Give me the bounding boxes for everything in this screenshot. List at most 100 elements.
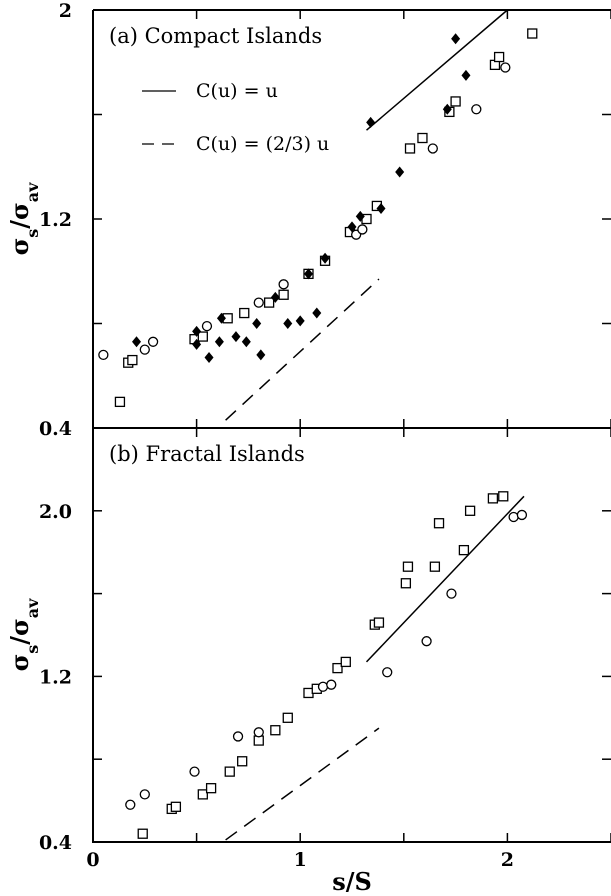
open-square-point: [137, 828, 148, 839]
filled-diamond-point: [214, 336, 224, 348]
open-square-point: [464, 505, 476, 516]
panel-title: (a) Compact Islands: [109, 24, 322, 48]
open-circle-point: [508, 511, 519, 523]
open-circle-point: [516, 509, 528, 521]
open-square-point: [114, 396, 126, 408]
open-circle-point: [421, 636, 432, 647]
open-square-point: [282, 712, 293, 723]
open-square-point: [224, 766, 235, 777]
open-square-point: [278, 289, 289, 300]
open-circle-point: [357, 224, 368, 235]
y-tick-label: 2.0: [39, 501, 72, 523]
open-circle-point: [446, 588, 457, 599]
open-square-point: [487, 493, 499, 504]
open-square-point: [205, 783, 217, 794]
y-axis-title-den: σ: [5, 618, 34, 636]
open-circle-point: [471, 104, 482, 115]
open-square-point: [404, 143, 416, 154]
filled-diamond-point: [451, 33, 461, 45]
marks-layer: [98, 9, 538, 841]
filled-diamond-point: [204, 351, 214, 363]
open-square-point: [373, 617, 385, 628]
legend-label: C(u) = u: [196, 80, 278, 102]
open-circle-point: [326, 679, 337, 690]
dashed-fit-line: [225, 727, 380, 841]
open-square-point: [127, 354, 138, 366]
filled-diamond-point: [252, 318, 262, 329]
open-square-point: [429, 561, 441, 572]
open-circle-point: [253, 297, 264, 308]
x-tick-label: 1: [294, 849, 307, 871]
filled-diamond-point: [312, 307, 322, 319]
filled-diamond-point: [192, 338, 202, 350]
filled-diamond-point: [395, 166, 405, 178]
open-circle-point: [201, 320, 213, 332]
open-square-point: [239, 307, 250, 319]
y-axis-title: σs/σav: [5, 182, 42, 256]
open-square-point: [263, 297, 275, 308]
open-square-point: [400, 578, 412, 589]
open-square-point: [527, 28, 538, 39]
open-square-point: [402, 561, 414, 572]
open-circle-point: [427, 143, 438, 154]
y-axis-title-base: σ: [5, 654, 34, 672]
filled-diamond-point: [283, 318, 293, 329]
open-square-point: [170, 801, 182, 812]
x-tick-label: 0: [86, 849, 99, 871]
filled-diamond-point: [461, 69, 471, 81]
filled-diamond-point: [347, 221, 357, 233]
y-axis-title-den-sub: av: [23, 182, 42, 202]
open-square-point: [197, 331, 208, 342]
open-circle-point: [147, 336, 159, 347]
filled-diamond-point: [270, 291, 280, 303]
filled-diamond-point: [303, 268, 313, 280]
y-axis-title-base-sub: s: [23, 229, 42, 238]
y-axis-title-sep: /: [5, 220, 34, 229]
open-circle-point: [382, 667, 393, 678]
y-tick-label: 1.2: [39, 666, 72, 688]
filled-diamond-point: [442, 103, 452, 115]
filled-diamond-point: [295, 315, 305, 327]
y-axis-title-sep: /: [5, 636, 34, 645]
open-circle-point: [317, 681, 329, 692]
open-square-point: [458, 544, 470, 556]
filled-diamond-point: [192, 325, 202, 337]
open-circle-point: [253, 727, 264, 738]
plot-frame: [92, 9, 611, 843]
open-square-point: [237, 756, 248, 767]
open-square-point: [340, 656, 351, 668]
open-circle-point: [189, 766, 200, 777]
open-circle-point: [125, 799, 136, 810]
open-square-point: [433, 518, 445, 529]
open-circle-point: [232, 731, 244, 742]
panel-title: (b) Fractal Islands: [109, 442, 305, 466]
legend-label: C(u) = (2/3) u: [196, 133, 329, 155]
filled-diamond-point: [256, 349, 266, 361]
y-axis-title-base-sub: s: [23, 645, 42, 654]
dashed-fit-line: [225, 278, 380, 421]
solid-fit-line: [365, 495, 525, 663]
x-tick-label: 2: [501, 849, 514, 871]
y-tick-label: 1.2: [39, 209, 72, 231]
filled-diamond-point: [231, 331, 241, 343]
open-circle-point: [139, 789, 150, 800]
y-axis-title-den: σ: [5, 202, 34, 220]
open-square-point: [270, 725, 281, 736]
open-circle-point: [500, 62, 511, 73]
x-axis-title: s/S: [332, 867, 372, 896]
filled-diamond-point: [320, 252, 330, 264]
y-tick-label: 0.4: [39, 832, 72, 854]
open-square-point: [498, 491, 509, 502]
filled-diamond-point: [376, 203, 386, 215]
open-square-point: [417, 132, 428, 144]
y-tick-label: 2: [59, 0, 72, 22]
y-axis-title: σs/σav: [5, 598, 42, 672]
filled-diamond-point: [366, 116, 376, 128]
filled-diamond-point: [355, 210, 365, 222]
y-axis-title-den-sub: av: [23, 598, 42, 618]
open-square-point: [493, 51, 505, 63]
open-square-point: [450, 96, 461, 107]
open-square-point: [197, 789, 208, 800]
